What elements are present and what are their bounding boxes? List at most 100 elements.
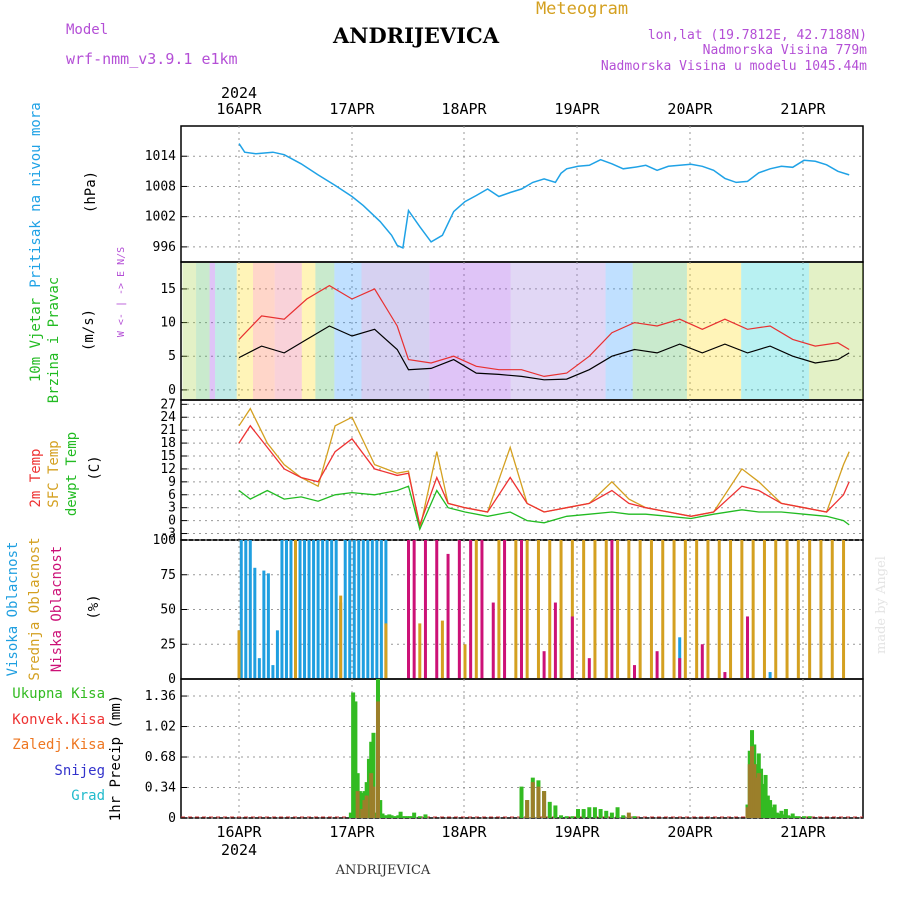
cloud-bar-0 [239,540,243,679]
cloud-bar-1 [582,540,586,679]
y-tick-label: 9 [168,475,176,490]
cloud-bar-0 [316,540,320,679]
cloud-bar-0 [280,540,284,679]
precip-bar-0 [792,816,797,818]
y-tick-label: 100 [153,533,176,548]
precip-bar-0 [592,807,597,818]
precip-bar-0 [632,816,637,818]
cloud-bar-1 [616,540,620,679]
precip-bar-0 [559,815,564,818]
precip-bar-0 [371,732,376,818]
cloud-bar-0 [768,672,772,679]
precip-bar-0 [387,814,392,818]
cloud-bar-0 [352,540,356,679]
cloud-bar-0 [257,658,261,679]
precip-bar-0 [417,816,422,818]
precip-bar-0 [348,812,353,818]
cloud-bar-2 [633,665,636,679]
year-top: 2024 [221,84,257,102]
cloud-bar-1 [418,623,422,679]
cloud-bar-2 [423,540,427,679]
date-label-top: 18APR [441,100,487,118]
precip-bar-0 [581,809,586,818]
date-label-top: 20APR [667,100,713,118]
wind-barb-band [215,263,237,399]
cloud-bar-1 [384,623,388,679]
precip-bar-1 [750,746,755,818]
cloud-bar-0 [307,540,311,679]
legend-hail: Grad [71,788,105,804]
dewpoint-line [238,485,850,532]
cloud-bar-0 [325,540,329,679]
cloud-bar-2 [542,651,546,679]
station-title: ANDRIJEVICA [332,23,500,48]
precip-bar-0 [609,812,614,818]
cloud-bar-1 [785,540,789,679]
y-tick-label: 1.02 [145,720,176,735]
precip-bar-0 [405,816,410,818]
y-tick-label: 12 [160,462,176,477]
cloud-bar-1 [762,540,766,679]
precip-bar-1 [626,812,631,818]
precip-bar-0 [373,812,378,818]
cloud-bar-2 [520,540,523,679]
cloud-bar-1 [237,630,241,679]
precip-bar-0 [765,795,770,818]
cloud-bar-0 [312,540,316,679]
cloud-bar-2 [446,553,450,679]
cloud-bar-0 [379,540,383,679]
cloud-mid-label: Srednja Oblacnost [27,537,43,680]
precip-bar-0 [807,816,812,818]
plot-panels: 996100210081014051015-303691215182124270… [145,100,864,841]
date-label-top: 17APR [329,100,375,118]
temp-2m-label: 2m Temp [28,448,44,507]
precip-bar-1 [364,795,369,818]
wind-speed-line [238,325,850,381]
precip-bar-1 [756,773,761,818]
cloud-bar-1 [729,540,733,679]
temp-sfc-line [238,407,850,530]
y-tick-label: 0 [168,672,176,687]
cloud-bar-1 [695,540,699,679]
cloud-bar-0 [334,540,338,679]
cloud-bar-1 [796,540,800,679]
cloud-bar-2 [503,540,507,679]
legend-snow: Snijeg [54,763,105,779]
wind-barb-band [510,263,606,399]
date-label-top: 19APR [554,100,600,118]
cloud-bar-1 [514,540,518,679]
precip-bar-0 [786,815,791,818]
cloud-bar-2 [435,540,439,679]
precip-bar-0 [781,814,786,818]
wind-label-line1: 10m Vjetar [28,298,44,382]
cloud-bar-1 [548,540,552,679]
cloud-bar-1 [536,540,540,679]
y-tick-label: 5 [168,349,176,364]
cloud-bar-0 [357,540,361,679]
precip-bar-0 [385,815,390,818]
cloud-bar-1 [683,540,687,679]
wind-barb-band [209,263,216,399]
precip-bar-1 [752,764,757,818]
precip-bar-0 [398,811,403,818]
precip-bar-1 [371,786,376,818]
temp-sfc-label: SFC Temp [46,440,62,507]
precip-bar-0 [357,791,362,818]
precip-bar-1 [747,764,752,818]
cloud-bar-2 [700,644,704,679]
precip-bar-0 [802,816,806,818]
cloud-bar-1 [661,540,665,679]
wind-barb-band [196,263,210,399]
cloud-bar-1 [559,540,563,679]
cloud-bar-2 [457,540,461,679]
precip-bar-0 [796,816,801,818]
cloud-bar-1 [706,540,710,679]
precip-bar-0 [790,813,795,818]
y-tick-label: 1002 [145,210,176,225]
y-tick-label: 15 [160,282,176,297]
cloud-bar-2 [407,540,410,679]
y-tick-label: 0.34 [145,781,176,796]
precip-bar-0 [391,816,396,818]
precip-bar-1 [375,701,380,818]
